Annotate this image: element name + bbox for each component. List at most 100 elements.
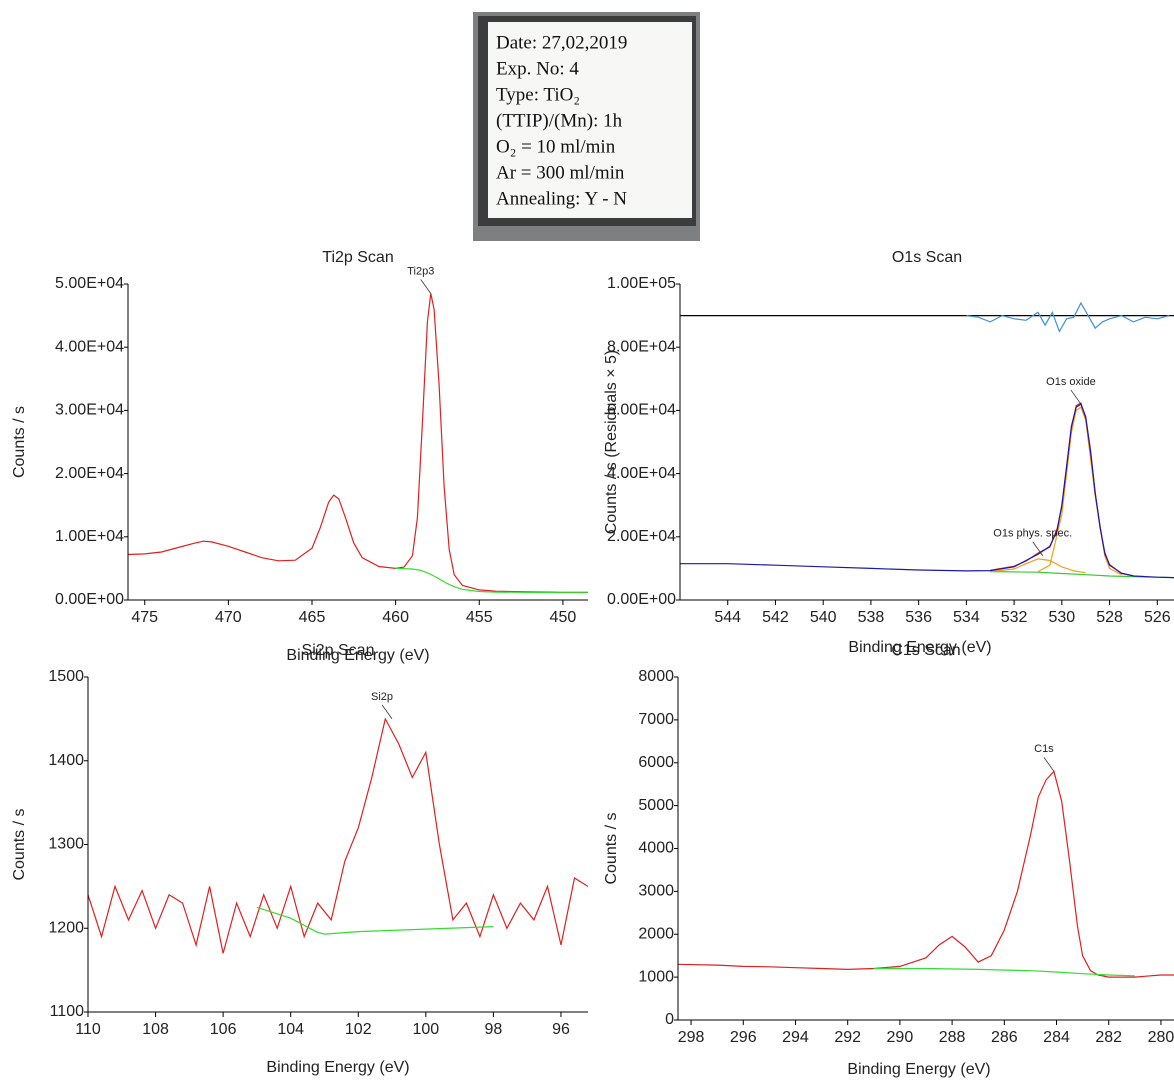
x-tick-label: 542 — [762, 609, 789, 626]
y-tick-label: 4000 — [638, 840, 674, 857]
label-line: O₂ = 10 ml/min — [496, 136, 616, 157]
x-axis-label: Binding Energy (eV) — [848, 639, 991, 656]
x-tick-label: 475 — [131, 609, 158, 626]
data-line — [256, 906, 494, 935]
x-tick-label: 98 — [485, 1021, 503, 1038]
data-line — [680, 403, 1174, 579]
x-tick-label: 104 — [277, 1021, 304, 1038]
y-tick-label: 2.00E+04 — [55, 465, 124, 482]
y-tick-label: 8.00E+04 — [607, 338, 676, 355]
y-tick-label: 1000 — [638, 968, 674, 985]
x-tick-label: 106 — [210, 1021, 237, 1038]
chart-title: O1s Scan — [892, 249, 962, 266]
x-tick-label: 470 — [215, 609, 242, 626]
label-line: Date: 27,02,2019 — [496, 32, 627, 53]
y-tick-label: 3.00E+04 — [55, 402, 124, 419]
x-tick-label: 455 — [466, 609, 493, 626]
x-tick-label: 290 — [887, 1029, 914, 1046]
data-line — [990, 402, 1134, 577]
data-line — [990, 558, 1086, 574]
label-paper — [488, 22, 692, 218]
y-tick-label: 1100 — [50, 1003, 85, 1020]
label-line: Ar = 300 ml/min — [496, 162, 625, 183]
data-line — [395, 567, 588, 594]
y-tick-label: 5.00E+04 — [55, 275, 124, 292]
annotation-leader — [1043, 757, 1055, 772]
photo: Date: 27,02,2019 Exp. No: 4 Type: TiO₂ (… — [473, 12, 700, 241]
y-tick-label: 4.00E+04 — [607, 465, 676, 482]
x-tick-label: 294 — [782, 1029, 809, 1046]
x-tick-label: 288 — [939, 1029, 966, 1046]
annotation: Si2p — [371, 691, 393, 703]
y-tick-label: 2000 — [638, 925, 674, 942]
y-tick-label: 1500 — [48, 668, 84, 685]
data-line — [966, 301, 1170, 333]
x-axis-label: Binding Energy (eV) — [847, 1061, 990, 1078]
y-axis-label: Counts / s — [11, 406, 28, 478]
chart-title: C1s Scan — [891, 642, 960, 659]
x-tick-label: 532 — [1001, 609, 1028, 626]
label-line: Exp. No: 4 — [496, 58, 579, 79]
x-tick-label: 465 — [299, 609, 326, 626]
y-tick-label: 3000 — [638, 883, 674, 900]
data-line — [1037, 406, 1122, 576]
x-tick-label: 100 — [412, 1021, 439, 1038]
annotation-leader — [1070, 389, 1082, 405]
x-axis-label: Binding Energy (eV) — [266, 1059, 409, 1076]
data-line — [128, 293, 588, 593]
y-tick-label: 1.00E+04 — [55, 528, 124, 545]
x-tick-label: 530 — [1048, 609, 1075, 626]
data-line — [873, 967, 1135, 977]
y-tick-label: 6000 — [638, 754, 674, 771]
y-axis-label: Counts / s — [11, 808, 28, 880]
chart: O1s Scan Binding Energy (eV) Counts / s (R… — [603, 249, 1174, 656]
x-tick-label: 450 — [550, 609, 577, 626]
x-tick-label: 296 — [730, 1029, 757, 1046]
x-tick-label: 292 — [834, 1029, 861, 1046]
y-tick-label: 2.00E+04 — [607, 528, 676, 545]
chart-title: Ti2p Scan — [322, 249, 393, 266]
chart-title: Si2p Scan — [302, 642, 375, 659]
x-tick-label: 538 — [858, 609, 885, 626]
annotation-leader — [420, 279, 432, 294]
x-tick-label: 280 — [1148, 1029, 1174, 1046]
x-tick-label: 110 — [75, 1021, 101, 1038]
x-tick-label: 540 — [810, 609, 837, 626]
data-line — [88, 717, 588, 954]
x-tick-label: 528 — [1096, 609, 1123, 626]
y-tick-label: 6.00E+04 — [607, 402, 676, 419]
annotation: O1s oxide — [1046, 376, 1096, 388]
label-line: Annealing: Y - N — [496, 188, 627, 209]
x-tick-label: 534 — [953, 609, 980, 626]
y-tick-label: 7000 — [638, 711, 674, 728]
y-tick-label: 5000 — [638, 797, 674, 814]
label-line: (TTIP)/(Mn): 1h — [496, 110, 623, 131]
x-tick-label: 282 — [1095, 1029, 1122, 1046]
label-line: Type: TiO₂ — [496, 84, 580, 105]
x-tick-label: 544 — [714, 609, 741, 626]
y-tick-label: 1.00E+05 — [607, 275, 676, 292]
x-tick-label: 108 — [142, 1021, 169, 1038]
x-tick-label: 96 — [552, 1021, 570, 1038]
y-tick-label: 0.00E+00 — [607, 591, 676, 608]
y-axis-label: Counts / s — [603, 812, 620, 884]
x-tick-label: 284 — [1043, 1029, 1070, 1046]
x-tick-label: 536 — [905, 609, 932, 626]
annotation-leader — [1032, 541, 1044, 556]
x-axis-label: Binding Energy (eV) — [286, 647, 429, 664]
x-tick-label: 526 — [1144, 609, 1171, 626]
chart: Ti2p Scan Binding Energy (eV) Counts / s 0.… — [11, 249, 588, 664]
y-axis-label: Counts / s (Residuals × 5) — [603, 350, 620, 535]
x-tick-label: 460 — [382, 609, 409, 626]
y-tick-label: 1400 — [48, 752, 84, 769]
x-tick-label: 286 — [991, 1029, 1018, 1046]
y-tick-label: 8000 — [638, 668, 674, 685]
y-tick-label: 1300 — [48, 836, 84, 853]
annotation: C1s — [1034, 743, 1054, 755]
y-tick-label: 0.00E+00 — [55, 591, 124, 608]
x-tick-label: 298 — [678, 1029, 705, 1046]
x-tick-label: 102 — [345, 1021, 372, 1038]
